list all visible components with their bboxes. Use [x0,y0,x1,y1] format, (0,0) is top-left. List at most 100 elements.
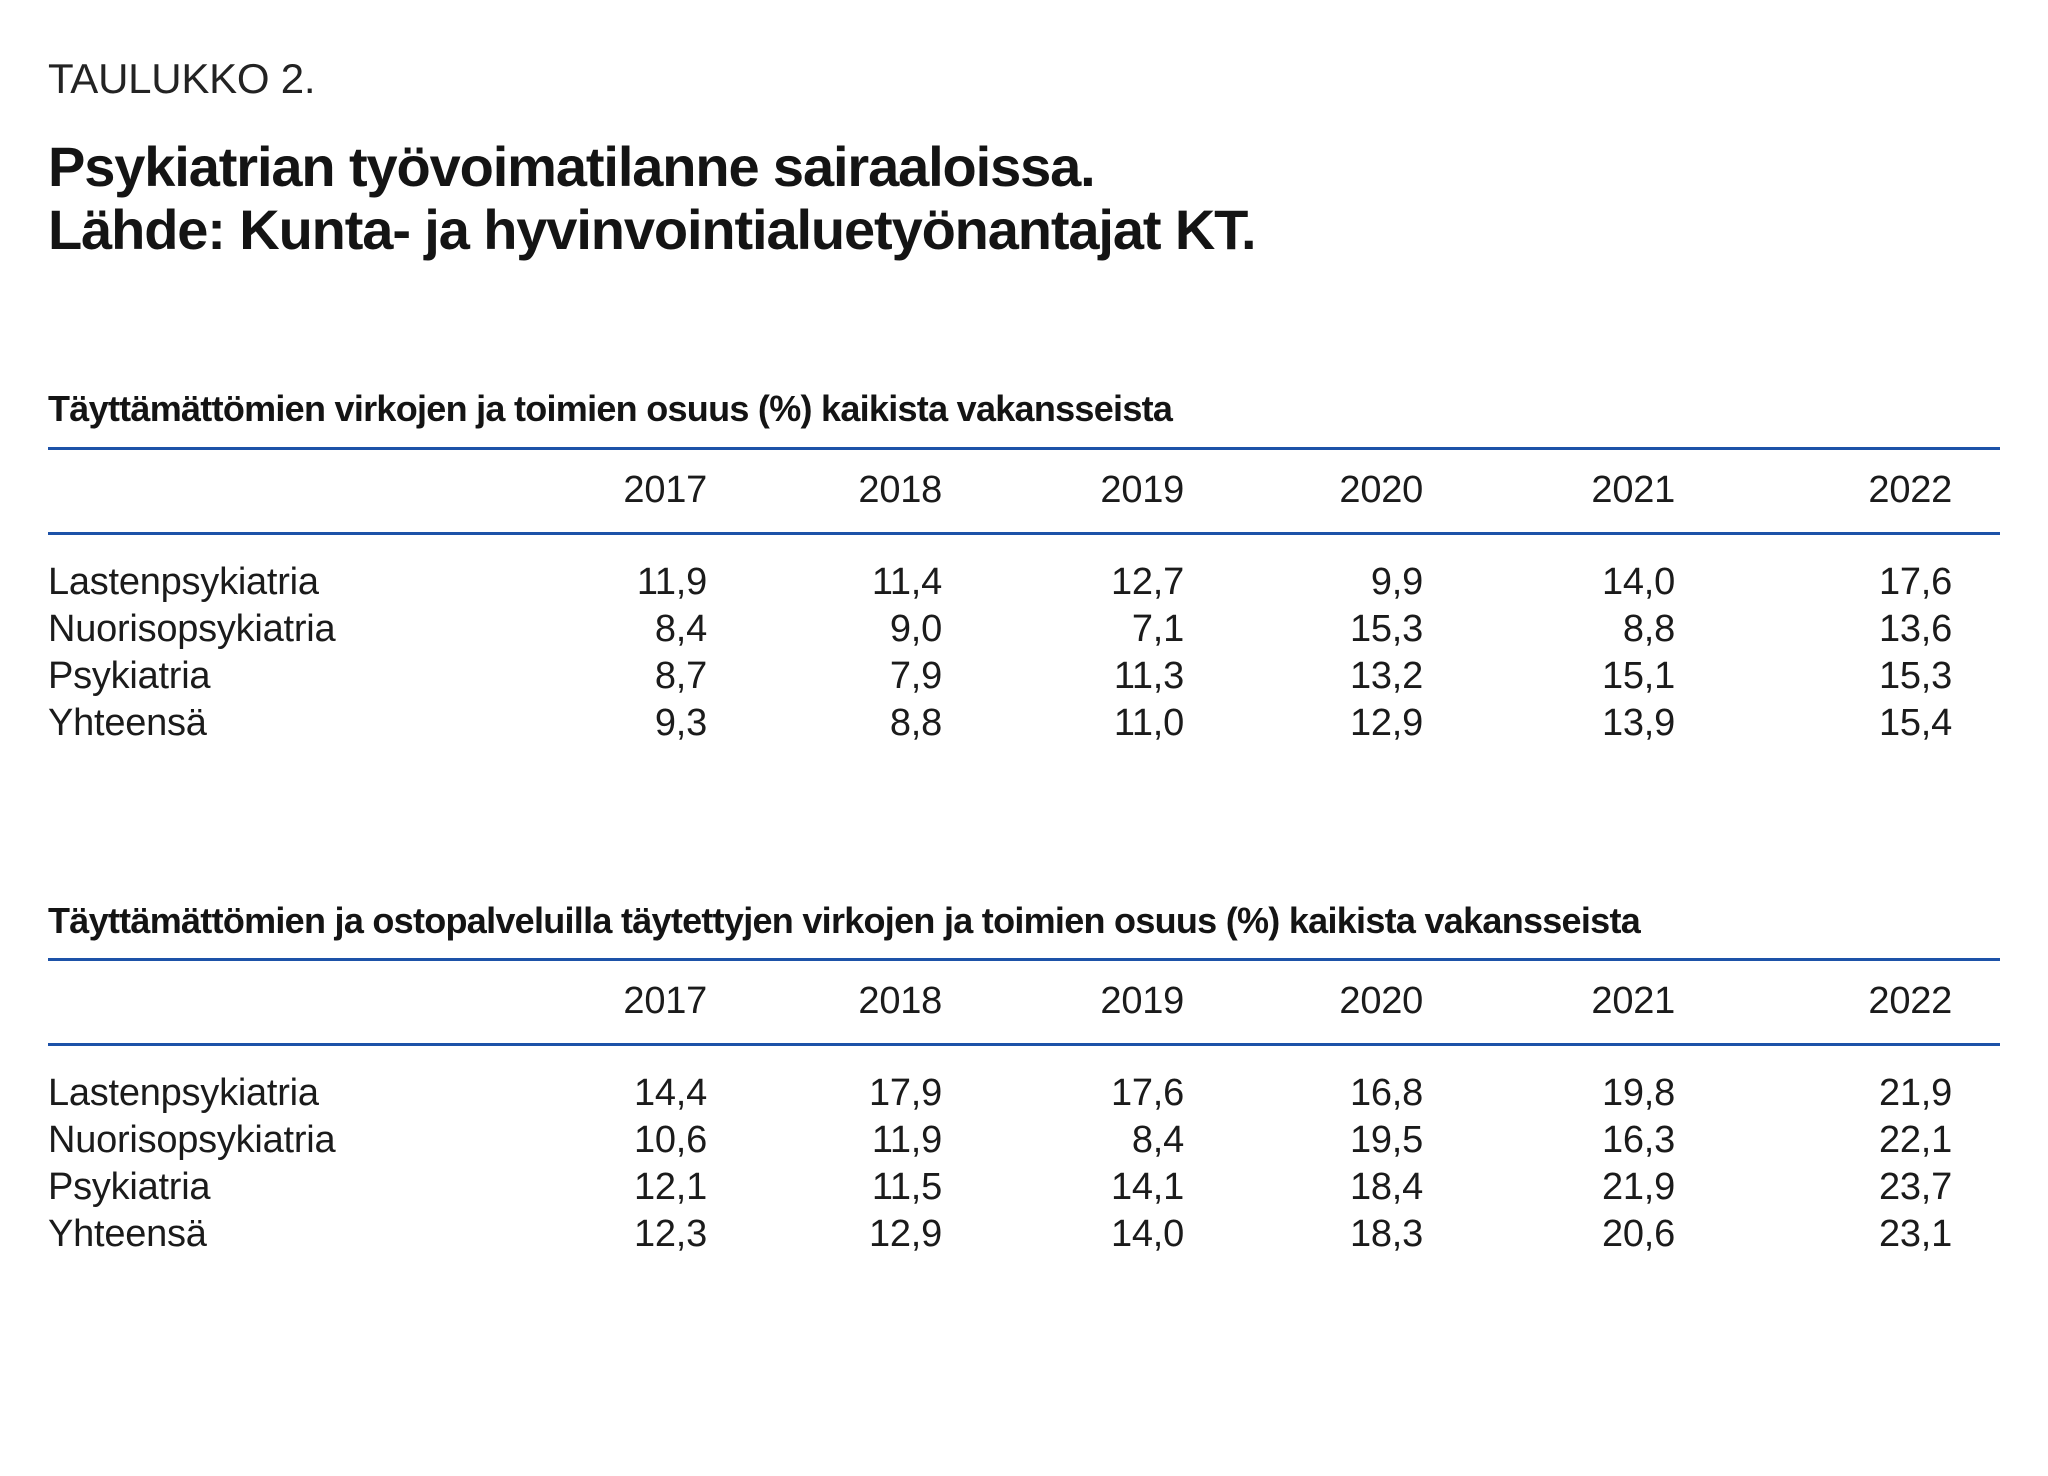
table-row-lastenpsykiatria: Lastenpsykiatria 14,4 17,9 17,6 16,8 19,… [48,1044,2000,1117]
value-cell: 10,6 [634,1118,707,1161]
value-cell: 13,2 [1350,654,1423,697]
value-cell: 9,0 [889,607,942,650]
value-cell: 12,9 [1350,701,1423,744]
spacer-cell [1952,1044,2000,1117]
spacer-cell [1952,653,2000,700]
value-cell: 11,5 [871,1165,942,1208]
value-cell: 22,1 [1879,1118,1952,1161]
year-header-row: 2017 2018 2019 2020 2021 2022 [48,959,2000,1045]
row-label: Yhteensä [48,1212,207,1255]
value-cell: 11,3 [1113,654,1184,697]
value-cell: 19,5 [1350,1118,1423,1161]
value-cell: 12,9 [869,1212,942,1255]
value-cell: 17,9 [869,1071,942,1114]
value-cell: 17,6 [1111,1071,1184,1114]
spacer-cell [1952,1164,2000,1211]
spacer-cell [1952,959,2000,1044]
year-header-2020: 2020 [1339,469,1423,512]
value-cell: 13,9 [1602,701,1675,744]
year-header-2019: 2019 [1100,980,1184,1023]
spacer-cell [1952,606,2000,653]
year-header-2022: 2022 [1868,980,1952,1023]
year-header-2022: 2022 [1868,469,1952,512]
value-cell: 15,4 [1879,701,1952,744]
row-label: Nuorisopsykiatria [48,1118,336,1161]
year-header-2020: 2020 [1339,980,1423,1023]
table-caption-unfilled: Täyttämättömien virkojen ja toimien osuu… [48,388,1173,430]
empty-header-cell [48,448,470,533]
table-row-psykiatria: Psykiatria 12,1 11,5 14,1 18,4 21,9 23,7 [48,1164,2000,1211]
value-cell: 11,0 [1113,701,1184,744]
spacer-cell [1952,448,2000,533]
value-cell: 15,1 [1602,654,1675,697]
year-header-2018: 2018 [858,469,942,512]
value-cell: 8,8 [1622,607,1675,650]
row-label: Yhteensä [48,701,207,744]
value-cell: 16,3 [1602,1118,1675,1161]
table-row-nuorisopsykiatria: Nuorisopsykiatria 10,6 11,9 8,4 19,5 16,… [48,1117,2000,1164]
value-cell: 8,4 [1131,1118,1184,1161]
year-header-2017: 2017 [623,980,707,1023]
year-header-row: 2017 2018 2019 2020 2021 2022 [48,448,2000,534]
value-cell: 18,4 [1350,1165,1423,1208]
value-cell: 11,9 [871,1118,942,1161]
value-cell: 14,0 [1602,560,1675,603]
empty-header-cell [48,959,470,1044]
value-cell: 21,9 [1879,1071,1952,1114]
table-kicker: TAULUKKO 2. [48,55,316,102]
value-cell: 7,9 [889,654,942,697]
table-row-yhteensa: Yhteensä 12,3 12,9 14,0 18,3 20,6 23,1 [48,1211,2000,1258]
table-row-yhteensa: Yhteensä 9,3 8,8 11,0 12,9 13,9 15,4 [48,700,2000,747]
row-label: Psykiatria [48,654,211,697]
year-header-2019: 2019 [1100,469,1184,512]
value-cell: 14,4 [634,1071,707,1114]
value-cell: 8,7 [654,654,707,697]
year-header-2017: 2017 [623,469,707,512]
unfilled-and-outsourced-table: 2017 2018 2019 2020 2021 2022 Lastenpsyk… [48,958,2000,1258]
value-cell: 19,8 [1602,1071,1675,1114]
value-cell: 23,7 [1879,1165,1952,1208]
spacer-cell [1952,533,2000,606]
value-cell: 13,6 [1879,607,1952,650]
spacer-cell [1952,1211,2000,1258]
spacer-cell [1952,700,2000,747]
value-cell: 21,9 [1602,1165,1675,1208]
value-cell: 12,3 [634,1212,707,1255]
row-label: Lastenpsykiatria [48,560,319,603]
row-label: Lastenpsykiatria [48,1071,319,1114]
table-caption-unfilled-and-outsourced: Täyttämättömien ja ostopalveluilla täyte… [48,899,1641,941]
value-cell: 7,1 [1131,607,1184,650]
row-label: Psykiatria [48,1165,211,1208]
value-cell: 8,4 [654,607,707,650]
unfilled-vacancies-table: 2017 2018 2019 2020 2021 2022 Lastenpsyk… [48,447,2000,747]
year-header-2021: 2021 [1591,980,1675,1023]
year-header-2021: 2021 [1591,469,1675,512]
table-section-unfilled: Täyttämättömien virkojen ja toimien osuu… [48,387,2000,746]
value-cell: 23,1 [1879,1212,1952,1255]
table-row-lastenpsykiatria: Lastenpsykiatria 11,9 11,4 12,7 9,9 14,0… [48,533,2000,606]
spacer-cell [1952,1117,2000,1164]
table-row-psykiatria: Psykiatria 8,7 7,9 11,3 13,2 15,1 15,3 [48,653,2000,700]
value-cell: 18,3 [1350,1212,1423,1255]
value-cell: 16,8 [1350,1071,1423,1114]
year-header-2018: 2018 [858,980,942,1023]
value-cell: 8,8 [889,701,942,744]
value-cell: 12,7 [1111,560,1184,603]
value-cell: 9,9 [1370,560,1423,603]
title-line-1: Psykiatrian työvoimatilanne sairaaloissa… [48,135,1096,198]
page-title: Psykiatrian työvoimatilanne sairaaloissa… [48,135,2000,261]
value-cell: 9,3 [654,701,707,744]
value-cell: 20,6 [1602,1212,1675,1255]
value-cell: 11,9 [636,560,707,603]
value-cell: 15,3 [1350,607,1423,650]
value-cell: 12,1 [634,1165,707,1208]
value-cell: 14,0 [1111,1212,1184,1255]
row-label: Nuorisopsykiatria [48,607,336,650]
value-cell: 11,4 [871,560,942,603]
value-cell: 14,1 [1111,1165,1184,1208]
table-row-nuorisopsykiatria: Nuorisopsykiatria 8,4 9,0 7,1 15,3 8,8 1… [48,606,2000,653]
table-section-unfilled-and-outsourced: Täyttämättömien ja ostopalveluilla täyte… [48,899,2000,1258]
title-line-2: Lähde: Kunta- ja hyvinvointialuetyönanta… [48,197,1257,261]
value-cell: 17,6 [1879,560,1952,603]
